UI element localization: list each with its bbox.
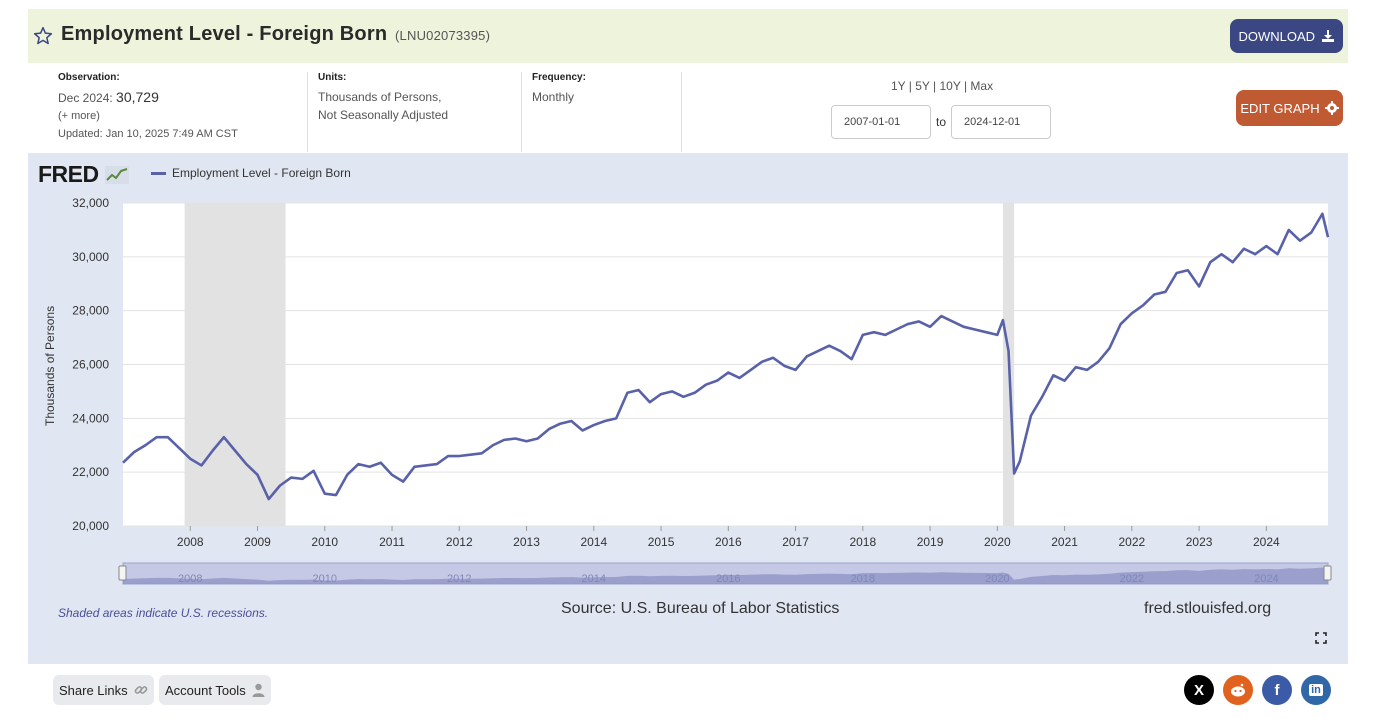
start-date-input[interactable]: 2007-01-01 [831, 105, 931, 139]
x-tick-label: 2016 [715, 535, 742, 549]
units-label: Units: [318, 72, 347, 83]
legend-label: Employment Level - Foreign Born [172, 166, 351, 180]
navigator-tick-label: 2014 [582, 573, 606, 585]
fullscreen-icon[interactable] [1315, 632, 1327, 644]
x-tick-label: 2022 [1118, 535, 1145, 549]
download-icon [1322, 30, 1334, 42]
observation-label: Observation: [58, 72, 120, 83]
edit-graph-label: EDIT GRAPH [1240, 100, 1320, 116]
updated-value: Jan 10, 2025 7:49 AM CST [105, 128, 238, 140]
end-date-input[interactable]: 2024-12-01 [951, 105, 1051, 139]
frequency-label: Frequency: [532, 72, 586, 83]
updated-label: Updated: [58, 128, 103, 140]
chart-legend: Employment Level - Foreign Born [151, 166, 351, 180]
navigator-tick-label: 2010 [313, 573, 337, 585]
x-tick-label: 2009 [244, 535, 271, 549]
navigator-tick-label: 2008 [178, 573, 202, 585]
legend-swatch [151, 171, 166, 175]
navigator-tick-label: 2024 [1254, 573, 1278, 585]
y-tick-label: 26,000 [72, 358, 109, 372]
y-tick-label: 20,000 [72, 519, 109, 533]
x-tick-label: 2015 [648, 535, 675, 549]
share-links-label: Share Links [59, 682, 128, 698]
account-tools-button[interactable]: Account Tools [159, 675, 271, 705]
recession-note: Shaded areas indicate U.S. recessions. [58, 606, 269, 620]
y-tick-label: 22,000 [72, 465, 109, 479]
download-label: DOWNLOAD [1238, 28, 1315, 44]
x-tick-label: 2024 [1253, 535, 1280, 549]
reddit-glyph [1231, 683, 1245, 697]
user-icon [252, 683, 265, 697]
line-chart: 20,000 22,000 24,000 26,000 28,000 30,000 32,0… [72, 196, 1332, 585]
x-tick-label: 2021 [1051, 535, 1078, 549]
y-tick-label: 24,000 [72, 411, 109, 425]
chart-icon [104, 166, 129, 184]
gear-icon [1324, 101, 1339, 115]
link-icon [134, 686, 148, 694]
navigator-area [123, 567, 1328, 584]
facebook-share-icon[interactable]: f [1262, 675, 1292, 705]
frequency-panel: Frequency: Monthly [532, 72, 586, 106]
x-tick-label: 2014 [580, 535, 607, 549]
fred-url[interactable]: fred.stlouisfed.org [1144, 600, 1272, 617]
x-tick-label: 2012 [446, 535, 473, 549]
x-tick-label: 2008 [177, 535, 204, 549]
x-tick-label: 2018 [849, 535, 876, 549]
x-tick-label: 2013 [513, 535, 540, 549]
units-line2: Not Seasonally Adjusted [318, 108, 449, 122]
y-tick-label: 28,000 [72, 304, 109, 318]
fred-logo: FRED [38, 161, 129, 188]
series-title: Employment Level - Foreign Born [61, 23, 388, 45]
navigator-tick-label: 2022 [1120, 573, 1144, 585]
linkedin-share-icon[interactable]: in [1301, 675, 1331, 705]
navigator-tick-label: 2012 [447, 573, 471, 585]
series-line [122, 212, 1330, 501]
observation-panel: Observation: Dec 2024: 30,729 (+ more) U… [58, 72, 238, 143]
frequency-value: Monthly [532, 90, 575, 104]
x-tick-label: 2019 [917, 535, 944, 549]
x-tick-label: 2017 [782, 535, 809, 549]
x-share-icon[interactable]: X [1184, 675, 1214, 705]
y-tick-label: 32,000 [72, 196, 109, 210]
divider [681, 72, 682, 152]
units-line1: Thousands of Persons, [318, 90, 442, 104]
observation-date: Dec 2024: [58, 91, 113, 105]
range-links[interactable]: 1Y | 5Y | 10Y | Max [891, 79, 994, 93]
navigator-tick-label: 2016 [716, 573, 740, 585]
edit-graph-button[interactable]: EDIT GRAPH [1236, 90, 1343, 126]
page-title: Employment Level - Foreign Born (LNU0207… [61, 23, 490, 46]
x-tick-label: 2011 [379, 535, 405, 549]
series-id: (LNU02073395) [395, 28, 491, 43]
series-header: Employment Level - Foreign Born (LNU0207… [28, 9, 1348, 63]
star-icon[interactable] [33, 26, 53, 46]
more-observations-link[interactable]: (+ more) [58, 110, 100, 122]
reddit-share-icon[interactable] [1223, 675, 1253, 705]
account-tools-label: Account Tools [165, 682, 246, 698]
units-panel: Units: Thousands of Persons, Not Seasona… [318, 72, 448, 124]
x-tick-label: 2020 [984, 535, 1011, 549]
observation-value: 30,729 [116, 89, 159, 105]
navigator-tick-label: 2018 [851, 573, 875, 585]
navigator-handle[interactable] [1323, 565, 1332, 581]
fred-logo-text: FRED [38, 161, 99, 187]
navigator-handle[interactable] [118, 565, 127, 581]
share-links-button[interactable]: Share Links [53, 675, 154, 705]
divider [307, 72, 308, 152]
divider [521, 72, 522, 152]
source-text: Source: U.S. Bureau of Labor Statistics [561, 600, 840, 617]
to-label: to [936, 115, 947, 129]
x-tick-label: 2010 [311, 535, 338, 549]
linkedin-glyph: in [1309, 684, 1323, 696]
navigator-tick-label: 2020 [985, 573, 1009, 585]
download-button[interactable]: DOWNLOAD [1230, 19, 1343, 53]
graph-panel: FRED Employment Level - Foreign Born Tho… [28, 153, 1348, 664]
y-tick-label: 30,000 [72, 250, 109, 264]
x-tick-label: 2023 [1186, 535, 1213, 549]
